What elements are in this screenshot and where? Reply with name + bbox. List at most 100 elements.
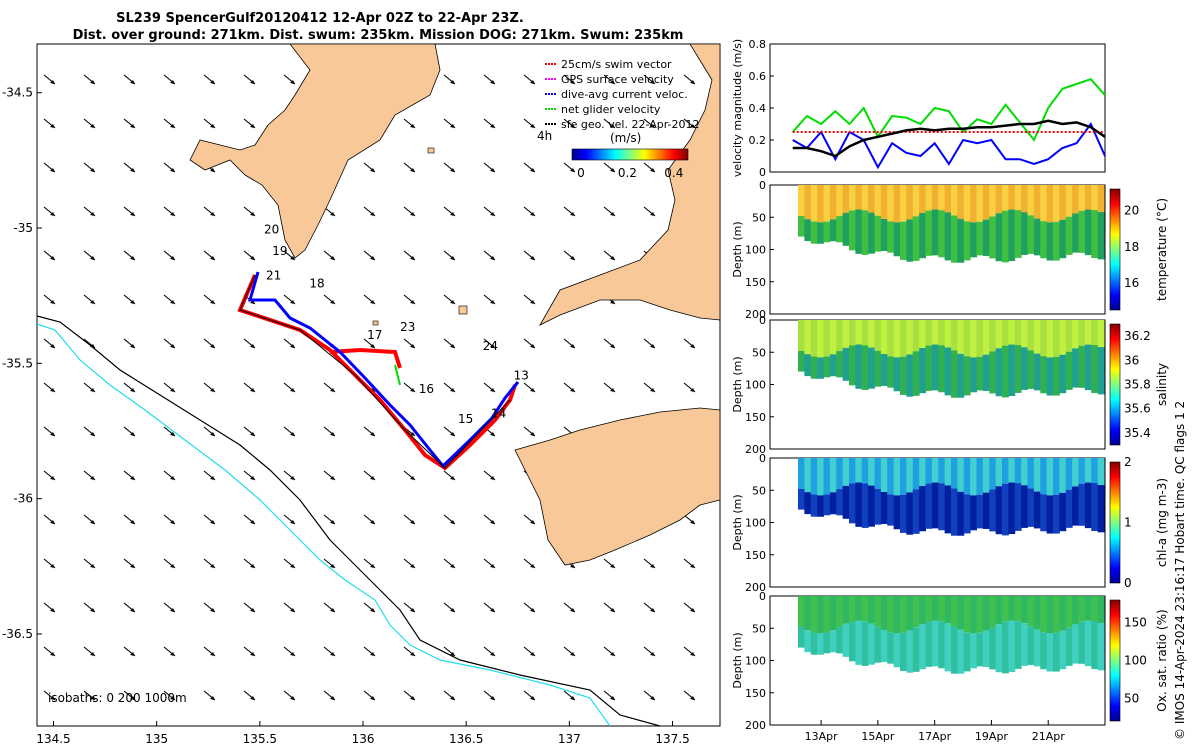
velocity-y-tick-label: 0: [759, 166, 766, 179]
section-cell: [842, 485, 850, 519]
section-cell: [944, 347, 952, 396]
section-colorbar-tick: 100: [1124, 654, 1147, 668]
velocity-arrowhead: [410, 168, 415, 172]
section-ylabel: Depth (m): [731, 356, 744, 412]
section-y-tick-label: 100: [745, 655, 766, 668]
section-cell: [880, 185, 888, 219]
map-x-tick-label: 135.5: [243, 732, 277, 746]
isobaths-label: isobaths: 0 200 1000m: [48, 691, 187, 705]
section-cell: [995, 624, 1003, 673]
section-panel-salinity: 0 50 100 150 200 Depth (m) 35.4 35.6 35.8 36 36.2 s…: [731, 314, 1169, 456]
section-cell: [976, 221, 984, 256]
section-cell: [861, 210, 869, 255]
legend-colorbar-tick: 0.2: [618, 166, 637, 180]
velocity-arrowhead: [210, 168, 215, 172]
velocity-arrowhead: [530, 212, 535, 216]
section-cell: [849, 185, 856, 211]
section-cell: [900, 320, 907, 357]
section-y-tick-label: 100: [745, 244, 766, 257]
section-y-tick-label: 200: [745, 443, 766, 456]
section-cell: [823, 185, 831, 222]
section-colorbar: [1109, 323, 1121, 446]
section-cell: [1097, 212, 1105, 260]
section-cell: [817, 320, 824, 358]
section-cell: [829, 185, 837, 220]
velocity-arrowhead: [210, 520, 215, 524]
section-colorbar-tick: 2: [1124, 455, 1132, 469]
section-cell: [880, 629, 888, 662]
velocity-arrowhead: [570, 168, 575, 172]
section-cell: [976, 632, 984, 667]
section-cell: [1040, 494, 1048, 532]
velocity-arrowhead: [650, 124, 655, 128]
section-cell: [912, 627, 920, 672]
section-cell: [931, 620, 939, 667]
section-cell: [925, 320, 933, 346]
section-cell: [1053, 632, 1060, 672]
velocity-arrowhead: [570, 696, 575, 700]
section-cell: [842, 596, 850, 624]
velocity-y-tick-label: 0.2: [749, 134, 767, 147]
velocity-arrowhead: [50, 476, 55, 480]
section-cell: [874, 215, 882, 252]
velocity-arrowhead: [290, 520, 295, 524]
section-colorbar-tick: 35.6: [1124, 402, 1151, 416]
section-cell: [829, 320, 837, 355]
velocity-arrowhead: [170, 696, 175, 700]
section-cell: [951, 320, 958, 351]
section-cell: [836, 458, 844, 490]
land-kangaroo-island: [514, 407, 720, 566]
section-cell: [1072, 213, 1079, 253]
velocity-arrowhead: [450, 300, 455, 304]
velocity-arrowhead: [410, 344, 415, 348]
section-cell: [1008, 209, 1016, 262]
section-cell: [1078, 210, 1086, 253]
section-cell: [906, 596, 914, 631]
section-cell: [931, 209, 939, 256]
section-cell: [912, 458, 920, 490]
section-colorbar-label: Ox. sat. ratio (%): [1155, 609, 1169, 711]
section-cell: [982, 458, 990, 493]
section-colorbar-tick: 36: [1124, 353, 1139, 367]
section-cell: [1014, 210, 1022, 258]
section-cell: [976, 185, 984, 222]
section-cell: [868, 212, 875, 254]
section-cell: [951, 626, 958, 674]
section-cell: [887, 221, 895, 253]
section-cell: [1065, 627, 1073, 666]
land-island-small-2: [458, 305, 468, 315]
section-cell: [1046, 596, 1054, 634]
velocity-arrowhead: [570, 256, 575, 260]
section-cell: [1040, 185, 1048, 222]
section-cell: [861, 320, 869, 346]
section-cell: [1091, 345, 1099, 394]
section-cell: [804, 630, 812, 653]
velocity-arrowhead: [90, 168, 95, 172]
section-cell: [849, 621, 856, 662]
section-cell: [1040, 221, 1048, 259]
section-cell: [1072, 320, 1079, 349]
velocity-arrowhead: [650, 168, 655, 172]
figure-title-line2: Dist. over ground: 271km. Dist. swum: 23…: [73, 28, 684, 43]
section-y-tick-label: 0: [759, 452, 766, 465]
velocity-arrowhead: [370, 520, 375, 524]
section-cell: [951, 596, 958, 627]
section-cell: [880, 320, 888, 354]
day-label: 23: [400, 320, 415, 334]
section-cell: [817, 633, 824, 655]
section-cell: [829, 219, 837, 242]
section-cell: [861, 185, 869, 211]
section-cell: [982, 320, 990, 355]
section-y-tick-label: 200: [745, 719, 766, 732]
section-cell: [982, 596, 990, 631]
velocity-arrowhead: [130, 564, 135, 568]
section-colorbar-tick: 1: [1124, 516, 1132, 530]
section-cell: [963, 632, 971, 672]
section-cell: [906, 320, 914, 355]
velocity-arrowhead: [250, 344, 255, 348]
velocity-arrowhead: [290, 80, 295, 84]
track-line: [239, 274, 511, 469]
section-cell: [963, 356, 971, 396]
section-cell: [931, 344, 939, 391]
section-cell: [1091, 621, 1099, 670]
